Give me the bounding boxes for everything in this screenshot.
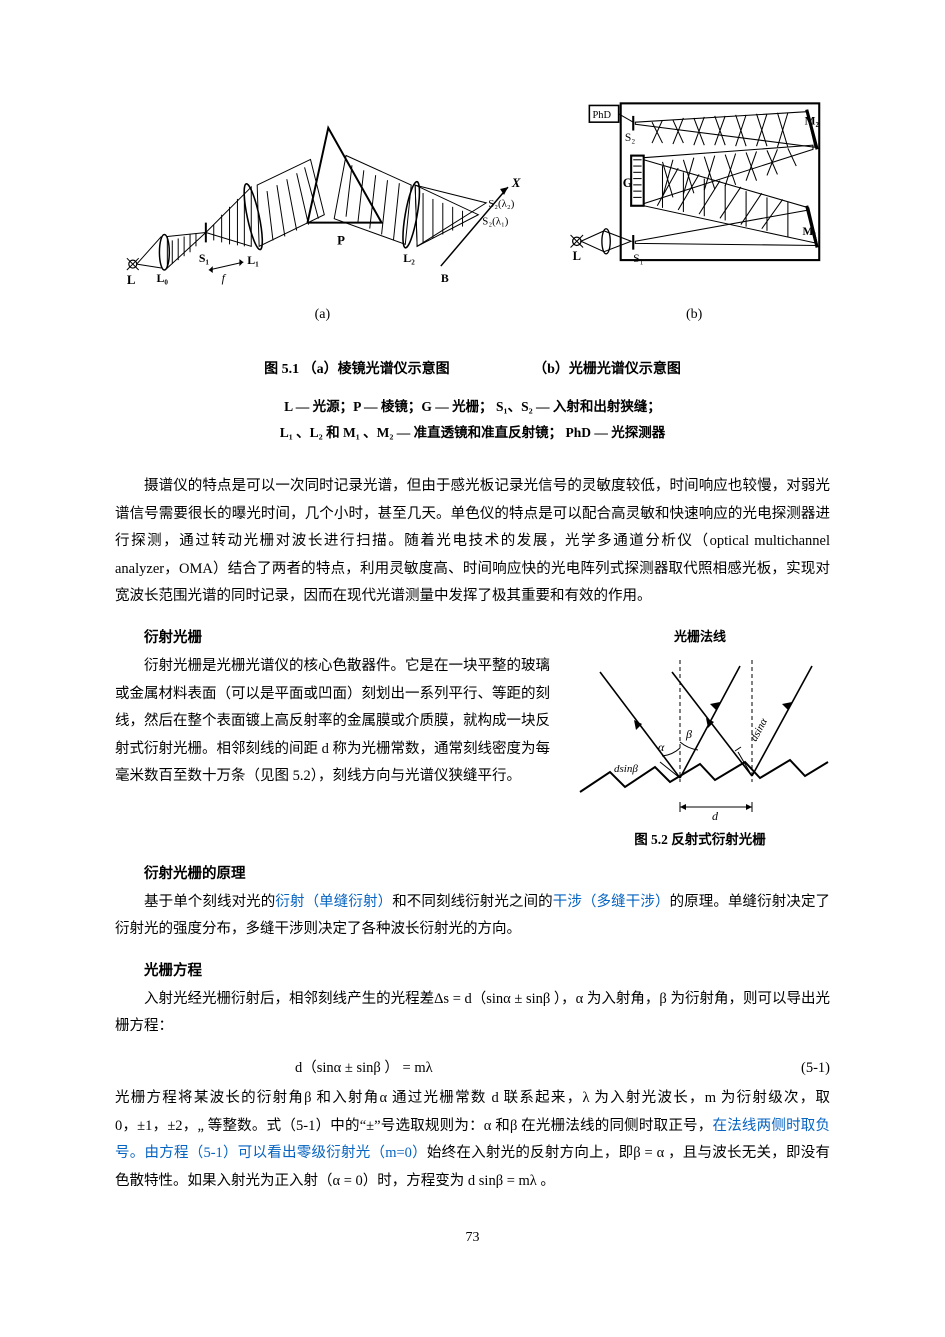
equation-5-1: d（sinα ± sinβ ） = mλ (5-1) — [115, 1055, 830, 1081]
blue-text-1: 衍射（单缝衍射） — [275, 894, 392, 910]
label-L0: L₀ — [156, 271, 168, 285]
label-d: d — [712, 809, 719, 822]
prism-spectrometer-diagram: L L₀ S₁ f — [115, 116, 530, 294]
label-dsina: dsinα — [748, 717, 770, 744]
label-S2l1: S₂(λ₁) — [482, 215, 508, 227]
heading-grating-equation: 光栅方程 — [115, 958, 830, 984]
figure-5-1-caption-a: 图 5.1 （a）棱镜光谱仪示意图 — [264, 357, 450, 382]
label-L1: L₁ — [247, 253, 259, 267]
label-beta: β — [685, 727, 692, 741]
label-M2: M₂ — [805, 115, 820, 127]
label-b: (b) — [686, 302, 702, 327]
figure-5-1-caption-b: （b）光栅光谱仪示意图 — [533, 357, 681, 382]
heading-grating-principle: 衍射光栅的原理 — [115, 861, 830, 887]
figure-5-1-legend: L — 光源；P — 棱镜；G — 光栅； S₁、S₂ — 入射和出射狭缝； L… — [115, 394, 830, 445]
label-B: B — [441, 271, 449, 285]
grating-reflection-diagram: α β dsinα dsinβ d — [570, 652, 830, 822]
label-Lb: L — [573, 249, 581, 263]
label-L2: L₂ — [403, 251, 415, 265]
paragraph-grating-eq-explain: 光栅方程将某波长的衍射角β 和入射角α 通过光栅常数 d 联系起来，λ 为入射光… — [115, 1085, 830, 1195]
equation-text: d（sinα ± sinβ ） = mλ — [295, 1055, 760, 1081]
label-S1b: S₁ — [634, 253, 644, 265]
txt-prefix: 基于单个刻线对光的 — [144, 894, 275, 910]
label-S2l2: S₂(λ₂) — [488, 198, 514, 210]
label-G: G — [623, 176, 633, 190]
label-dsinb: dsinβ — [614, 763, 638, 775]
blue-text-2: 干涉（多缝干涉） — [553, 894, 670, 910]
figure-5-2-top-label: 光栅法线 — [570, 625, 830, 648]
figure-5-1a-sublabel: (a) — [115, 302, 530, 327]
label-S1: S₁ — [199, 251, 210, 265]
figure-5-2: 光栅法线 α β dsinα — [570, 625, 830, 853]
figure-5-1-row: L L₀ S₁ f — [115, 95, 830, 327]
figure-5-1a: L L₀ S₁ f — [115, 116, 530, 327]
label-P: P — [337, 233, 345, 247]
figure-5-2-caption: 图 5.2 反射式衍射光栅 — [570, 828, 830, 852]
label-f: f — [222, 271, 227, 285]
label-PhD: PhD — [593, 110, 612, 121]
figure-5-1b-sublabel: (b) — [558, 302, 830, 327]
legend-line-2: L₁ 、L₂ 和 M₁ 、M₂ — 准直透镜和准直反射镜； PhD — 光探测器 — [115, 420, 830, 446]
label-X: X — [511, 176, 521, 190]
page-number: 73 — [115, 1225, 830, 1250]
figure-5-1-caption-row: 图 5.1 （a）棱镜光谱仪示意图 （b）光栅光谱仪示意图 — [115, 357, 830, 382]
legend-line-1: L — 光源；P — 棱镜；G — 光栅； S₁、S₂ — 入射和出射狭缝； — [115, 394, 830, 420]
label-L: L — [127, 273, 136, 287]
label-alpha: α — [658, 740, 665, 754]
grating-spectrometer-diagram: PhD S₂ M₂ G — [558, 95, 830, 294]
paragraph-spectrograph: 摄谱仪的特点是可以一次同时记录光谱，但由于感光板记录光信号的灵敏度较低，时间响应… — [115, 473, 830, 611]
section-diffraction-grating: 光栅法线 α β dsinα — [115, 625, 830, 861]
figure-5-1b: PhD S₂ M₂ G — [558, 95, 830, 327]
equation-number: (5-1) — [760, 1055, 830, 1081]
label-S2: S₂ — [625, 132, 635, 144]
paragraph-grating-eq-intro: 入射光经光栅衍射后，相邻刻线产生的光程差Δs = d（sinα ± sinβ ）… — [115, 986, 830, 1041]
label-a: (a) — [315, 302, 331, 327]
txt-mid1: 和不同刻线衍射光之间的 — [392, 894, 553, 910]
paragraph-grating-principle: 基于单个刻线对光的衍射（单缝衍射）和不同刻线衍射光之间的干涉（多缝干涉）的原理。… — [115, 889, 830, 944]
